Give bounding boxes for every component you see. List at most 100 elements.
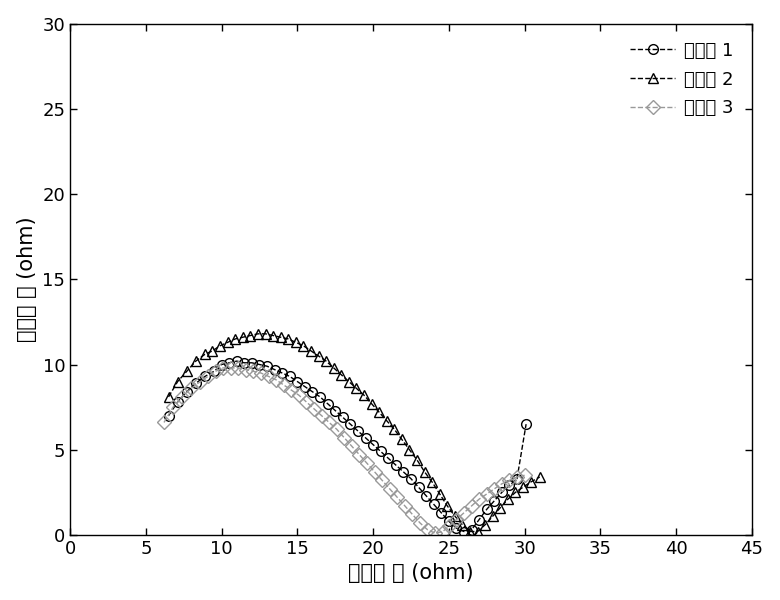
实施例 2 (254, 330, 263, 337)
实施例 2 (200, 350, 210, 358)
实施例 3 (168, 404, 178, 411)
实施例 1 (459, 528, 469, 535)
实施例 2 (344, 378, 353, 385)
实施例 1 (444, 518, 453, 525)
实施例 1 (315, 393, 324, 400)
实施例 3 (347, 443, 356, 450)
实施例 1 (512, 475, 522, 482)
实施例 3 (159, 419, 168, 426)
实施例 2 (427, 478, 437, 485)
实施例 3 (211, 368, 220, 375)
实施例 2 (495, 504, 505, 511)
实施例 2 (405, 446, 414, 454)
实施例 2 (473, 528, 482, 535)
实施例 3 (317, 412, 326, 419)
实施例 1 (232, 358, 242, 365)
实施例 1 (414, 484, 424, 491)
实施例 3 (264, 373, 273, 380)
实施例 1 (270, 366, 279, 373)
实施例 3 (505, 477, 514, 484)
实施例 3 (241, 366, 250, 373)
实施例 3 (378, 477, 387, 484)
实施例 2 (526, 478, 535, 485)
Y-axis label: 虚部阱 抗 (ohm): 虚部阱 抗 (ohm) (16, 217, 37, 342)
实施例 3 (324, 419, 334, 426)
实施例 1 (467, 526, 477, 533)
实施例 1 (346, 421, 355, 428)
实施例 2 (337, 371, 346, 379)
实施例 3 (363, 460, 372, 467)
实施例 3 (392, 494, 402, 501)
实施例 2 (535, 473, 544, 481)
实施例 2 (238, 334, 247, 341)
实施例 2 (223, 339, 232, 346)
实施例 2 (458, 521, 467, 528)
实施例 2 (480, 521, 490, 528)
实施例 3 (286, 386, 296, 394)
实施例 2 (164, 393, 173, 400)
实施例 3 (482, 490, 491, 497)
实施例 2 (299, 342, 308, 349)
实施例 3 (332, 425, 342, 433)
实施例 3 (438, 528, 448, 535)
实施例 1 (482, 506, 491, 513)
实施例 3 (474, 496, 484, 503)
Line: 实施例 1: 实施例 1 (164, 356, 531, 536)
实施例 3 (271, 376, 281, 383)
实施例 3 (467, 502, 477, 509)
实施例 1 (292, 378, 302, 385)
实施例 1 (285, 373, 294, 380)
实施例 1 (278, 370, 287, 377)
实施例 2 (511, 489, 520, 496)
实施例 3 (400, 502, 410, 509)
实施例 3 (370, 468, 379, 475)
实施例 1 (217, 361, 226, 368)
实施例 1 (368, 441, 378, 448)
实施例 3 (459, 509, 469, 517)
实施例 3 (416, 520, 425, 527)
实施例 1 (255, 361, 264, 368)
实施例 1 (308, 388, 317, 395)
实施例 2 (374, 409, 384, 416)
实施例 3 (178, 393, 187, 400)
实施例 2 (503, 496, 512, 503)
实施例 1 (384, 455, 393, 462)
实施例 3 (204, 373, 213, 380)
实施例 3 (186, 385, 196, 392)
实施例 1 (191, 380, 200, 387)
实施例 2 (321, 358, 331, 365)
实施例 2 (488, 512, 498, 520)
实施例 3 (226, 364, 236, 371)
实施例 1 (300, 383, 310, 390)
实施例 2 (246, 332, 255, 339)
实施例 1 (437, 509, 446, 517)
实施例 3 (444, 523, 453, 530)
实施例 2 (173, 378, 183, 385)
实施例 1 (331, 407, 340, 414)
实施例 1 (399, 468, 408, 475)
实施例 1 (239, 359, 249, 367)
实施例 1 (497, 489, 506, 496)
实施例 2 (207, 347, 217, 355)
实施例 1 (376, 448, 385, 455)
实施例 2 (450, 512, 459, 520)
实施例 1 (225, 359, 234, 367)
实施例 3 (233, 364, 243, 371)
实施例 1 (429, 500, 438, 508)
实施例 3 (257, 370, 266, 377)
实施例 3 (339, 434, 349, 442)
实施例 1 (505, 482, 514, 489)
实施例 3 (218, 364, 228, 371)
实施例 2 (261, 330, 270, 337)
实施例 3 (279, 382, 289, 389)
实施例 1 (474, 516, 484, 523)
实施例 2 (268, 332, 278, 339)
实施例 1 (262, 362, 271, 370)
实施例 1 (406, 475, 416, 482)
实施例 2 (191, 358, 200, 365)
实施例 2 (284, 335, 293, 343)
实施例 3 (490, 485, 499, 493)
实施例 3 (196, 378, 205, 385)
实施例 2 (231, 335, 240, 343)
实施例 3 (310, 405, 319, 412)
